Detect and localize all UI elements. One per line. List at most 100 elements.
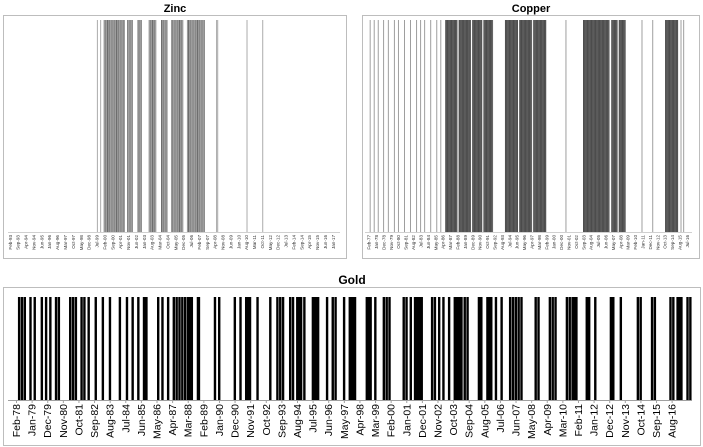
copper-tick-label: Jan-78 [374, 235, 379, 249]
copper-bar [515, 20, 517, 232]
copper-bar [526, 20, 528, 232]
gold-tick-label: Jan-90 [214, 404, 226, 436]
copper-bar [455, 20, 457, 232]
copper-bar [598, 20, 600, 232]
copper-bar [521, 20, 523, 232]
zinc-bar [164, 20, 166, 232]
zinc-bar [203, 20, 205, 232]
gold-bar [256, 297, 259, 400]
gold-bar [44, 297, 48, 400]
copper-bar [604, 20, 606, 232]
gold-bar [20, 297, 24, 400]
copper-tick-label: Jul-94 [507, 235, 512, 248]
copper-bar [481, 20, 483, 232]
gold-bar [291, 297, 295, 400]
zinc-tick-label: Apr-15 [307, 235, 312, 249]
zinc-bar [181, 20, 183, 232]
gold-bar [276, 297, 279, 400]
copper-bar [607, 20, 609, 232]
zinc-bar [138, 20, 140, 232]
zinc-tick-label: Mar-11 [252, 235, 257, 250]
gold-bar [69, 297, 72, 400]
zinc-bar [197, 20, 198, 232]
gold-tick-label: Aug-16 [667, 404, 679, 438]
gold-tick-label: Oct-81 [73, 404, 85, 436]
copper-bar [520, 20, 522, 232]
copper-bar [606, 20, 608, 232]
copper-bar [545, 20, 547, 232]
copper-bar [588, 20, 590, 232]
gold-bar [388, 297, 391, 400]
zinc-tick-label: Jan-17 [331, 235, 336, 249]
copper-bar [605, 20, 607, 232]
zinc-bar [182, 20, 184, 232]
copper-bar [676, 20, 678, 232]
gold-tick-label: Nov-91 [245, 404, 257, 438]
copper-bar [540, 20, 542, 232]
copper-bar [424, 20, 426, 232]
gold-tick-label: Apr-09 [542, 404, 554, 436]
gold-bar [382, 297, 386, 400]
copper-tick-label: Jun-95 [515, 235, 520, 249]
zinc-bar [130, 20, 132, 232]
copper-bar [533, 20, 535, 232]
zinc-tick-label: Nov-15 [315, 235, 320, 250]
gold-bar [142, 297, 148, 400]
gold-tick-label: Nov-13 [620, 404, 632, 438]
zinc-bar [166, 20, 168, 232]
zinc-tick-label: Oct-04 [165, 235, 170, 249]
gold-tick-label: Mar-88 [183, 404, 195, 437]
gold-bar [281, 297, 285, 400]
gold-bar [689, 297, 692, 400]
gold-bar [71, 297, 75, 400]
copper-bar [486, 20, 488, 232]
copper-bar [478, 20, 479, 232]
copper-bar [592, 20, 594, 232]
copper-bar [668, 20, 670, 232]
copper-bar [585, 20, 587, 232]
gold-bar [296, 297, 303, 400]
gold-bar [233, 297, 237, 400]
zinc-tick-label: Feb-14 [291, 235, 296, 250]
copper-tick-label: Dec-11 [648, 235, 653, 250]
copper-bar [603, 20, 605, 232]
gold-bar [669, 297, 672, 400]
copper-tick-label: Feb-88 [455, 235, 460, 250]
copper-bar [652, 20, 654, 232]
copper-bar [527, 20, 529, 232]
gold-bar [303, 297, 306, 400]
gold-bar [517, 297, 520, 400]
gold-bar [442, 297, 445, 400]
copper-tick-label: Aug-93 [500, 235, 505, 250]
copper-bar [436, 20, 438, 232]
gold-tick-label: Dec-90 [230, 404, 242, 438]
copper-bar [671, 20, 673, 232]
copper-tick-label: May-96 [522, 235, 527, 251]
copper-bar [667, 20, 669, 232]
copper-bar [599, 20, 601, 232]
gold-bar [311, 297, 320, 400]
copper-bar [672, 20, 674, 232]
gold-bar [650, 297, 654, 400]
gold-bar [500, 297, 503, 400]
gold-tick-label: Aug-83 [105, 404, 117, 438]
zinc-bar [137, 20, 139, 232]
zinc-bar [140, 20, 142, 232]
copper-tick-label: May-85 [433, 235, 438, 251]
gold-bar [466, 297, 469, 400]
copper-bar [587, 20, 589, 232]
copper-bar [513, 20, 514, 232]
copper-bar [460, 20, 462, 232]
copper-bar [459, 20, 461, 232]
gold-bar [40, 297, 44, 400]
zinc-tick-label: Jul-99 [95, 235, 100, 248]
copper-tick-label: Mar-98 [537, 235, 542, 250]
gold-tick-label: Mar-10 [557, 404, 569, 437]
gold-tick-label: May-97 [339, 404, 351, 439]
gold-bar [511, 297, 515, 400]
gold-bar [463, 297, 466, 400]
copper-tick-label: Dec-89 [470, 235, 475, 250]
gold-bar [520, 297, 523, 400]
copper-bar [480, 20, 482, 232]
gold-bar [534, 297, 537, 400]
